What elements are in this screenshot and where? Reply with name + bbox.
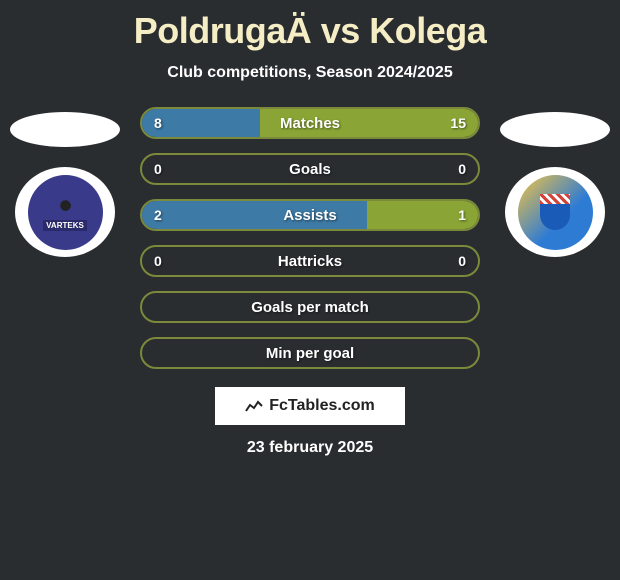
stats-panel: 8 Matches 15 0 Goals 0 2 Assists 1 0 Hattricks 0 Goa… — [140, 102, 480, 369]
stat-row: Goals per match — [140, 291, 480, 323]
stat-row: Min per goal — [140, 337, 480, 369]
brand-text: FcTables.com — [269, 397, 375, 415]
badge-text: VARTEKS — [43, 220, 87, 231]
stat-left-value: 0 — [154, 253, 162, 269]
brand-icon — [245, 399, 263, 413]
left-player-column: VARTEKS — [10, 102, 120, 257]
right-player-column — [500, 102, 610, 257]
stat-left-value: 8 — [154, 115, 162, 131]
stat-right-value: 0 — [458, 161, 466, 177]
stat-label: Goals — [289, 161, 331, 178]
brand-badge[interactable]: FcTables.com — [215, 387, 405, 425]
stat-label: Hattricks — [278, 253, 342, 270]
left-club-badge: VARTEKS — [15, 167, 115, 257]
page-title: PoldrugaÄ vs Kolega — [134, 10, 487, 52]
stat-row: 2 Assists 1 — [140, 199, 480, 231]
stat-label: Matches — [280, 115, 340, 132]
right-club-badge — [505, 167, 605, 257]
stat-label: Min per goal — [266, 345, 354, 362]
date-label: 23 february 2025 — [247, 439, 373, 457]
stat-row: 0 Hattricks 0 — [140, 245, 480, 277]
stat-right-value: 1 — [458, 207, 466, 223]
stat-label: Assists — [283, 207, 336, 224]
stat-left-value: 0 — [154, 161, 162, 177]
container: PoldrugaÄ vs Kolega Club competitions, S… — [0, 0, 620, 467]
stat-right-value: 0 — [458, 253, 466, 269]
sibenik-badge — [518, 175, 593, 250]
stat-label: Goals per match — [251, 299, 369, 316]
right-player-silhouette — [500, 112, 610, 147]
main-content: VARTEKS 8 Matches 15 0 Goals 0 2 Assists 1 0 Hattr… — [0, 102, 620, 369]
stat-row: 0 Goals 0 — [140, 153, 480, 185]
varteks-badge: VARTEKS — [28, 175, 103, 250]
left-player-silhouette — [10, 112, 120, 147]
shield-icon — [540, 194, 570, 230]
page-subtitle: Club competitions, Season 2024/2025 — [167, 64, 452, 82]
stat-row: 8 Matches 15 — [140, 107, 480, 139]
stat-right-value: 15 — [450, 115, 466, 131]
stat-left-value: 2 — [154, 207, 162, 223]
badge-ball-icon — [53, 193, 78, 218]
